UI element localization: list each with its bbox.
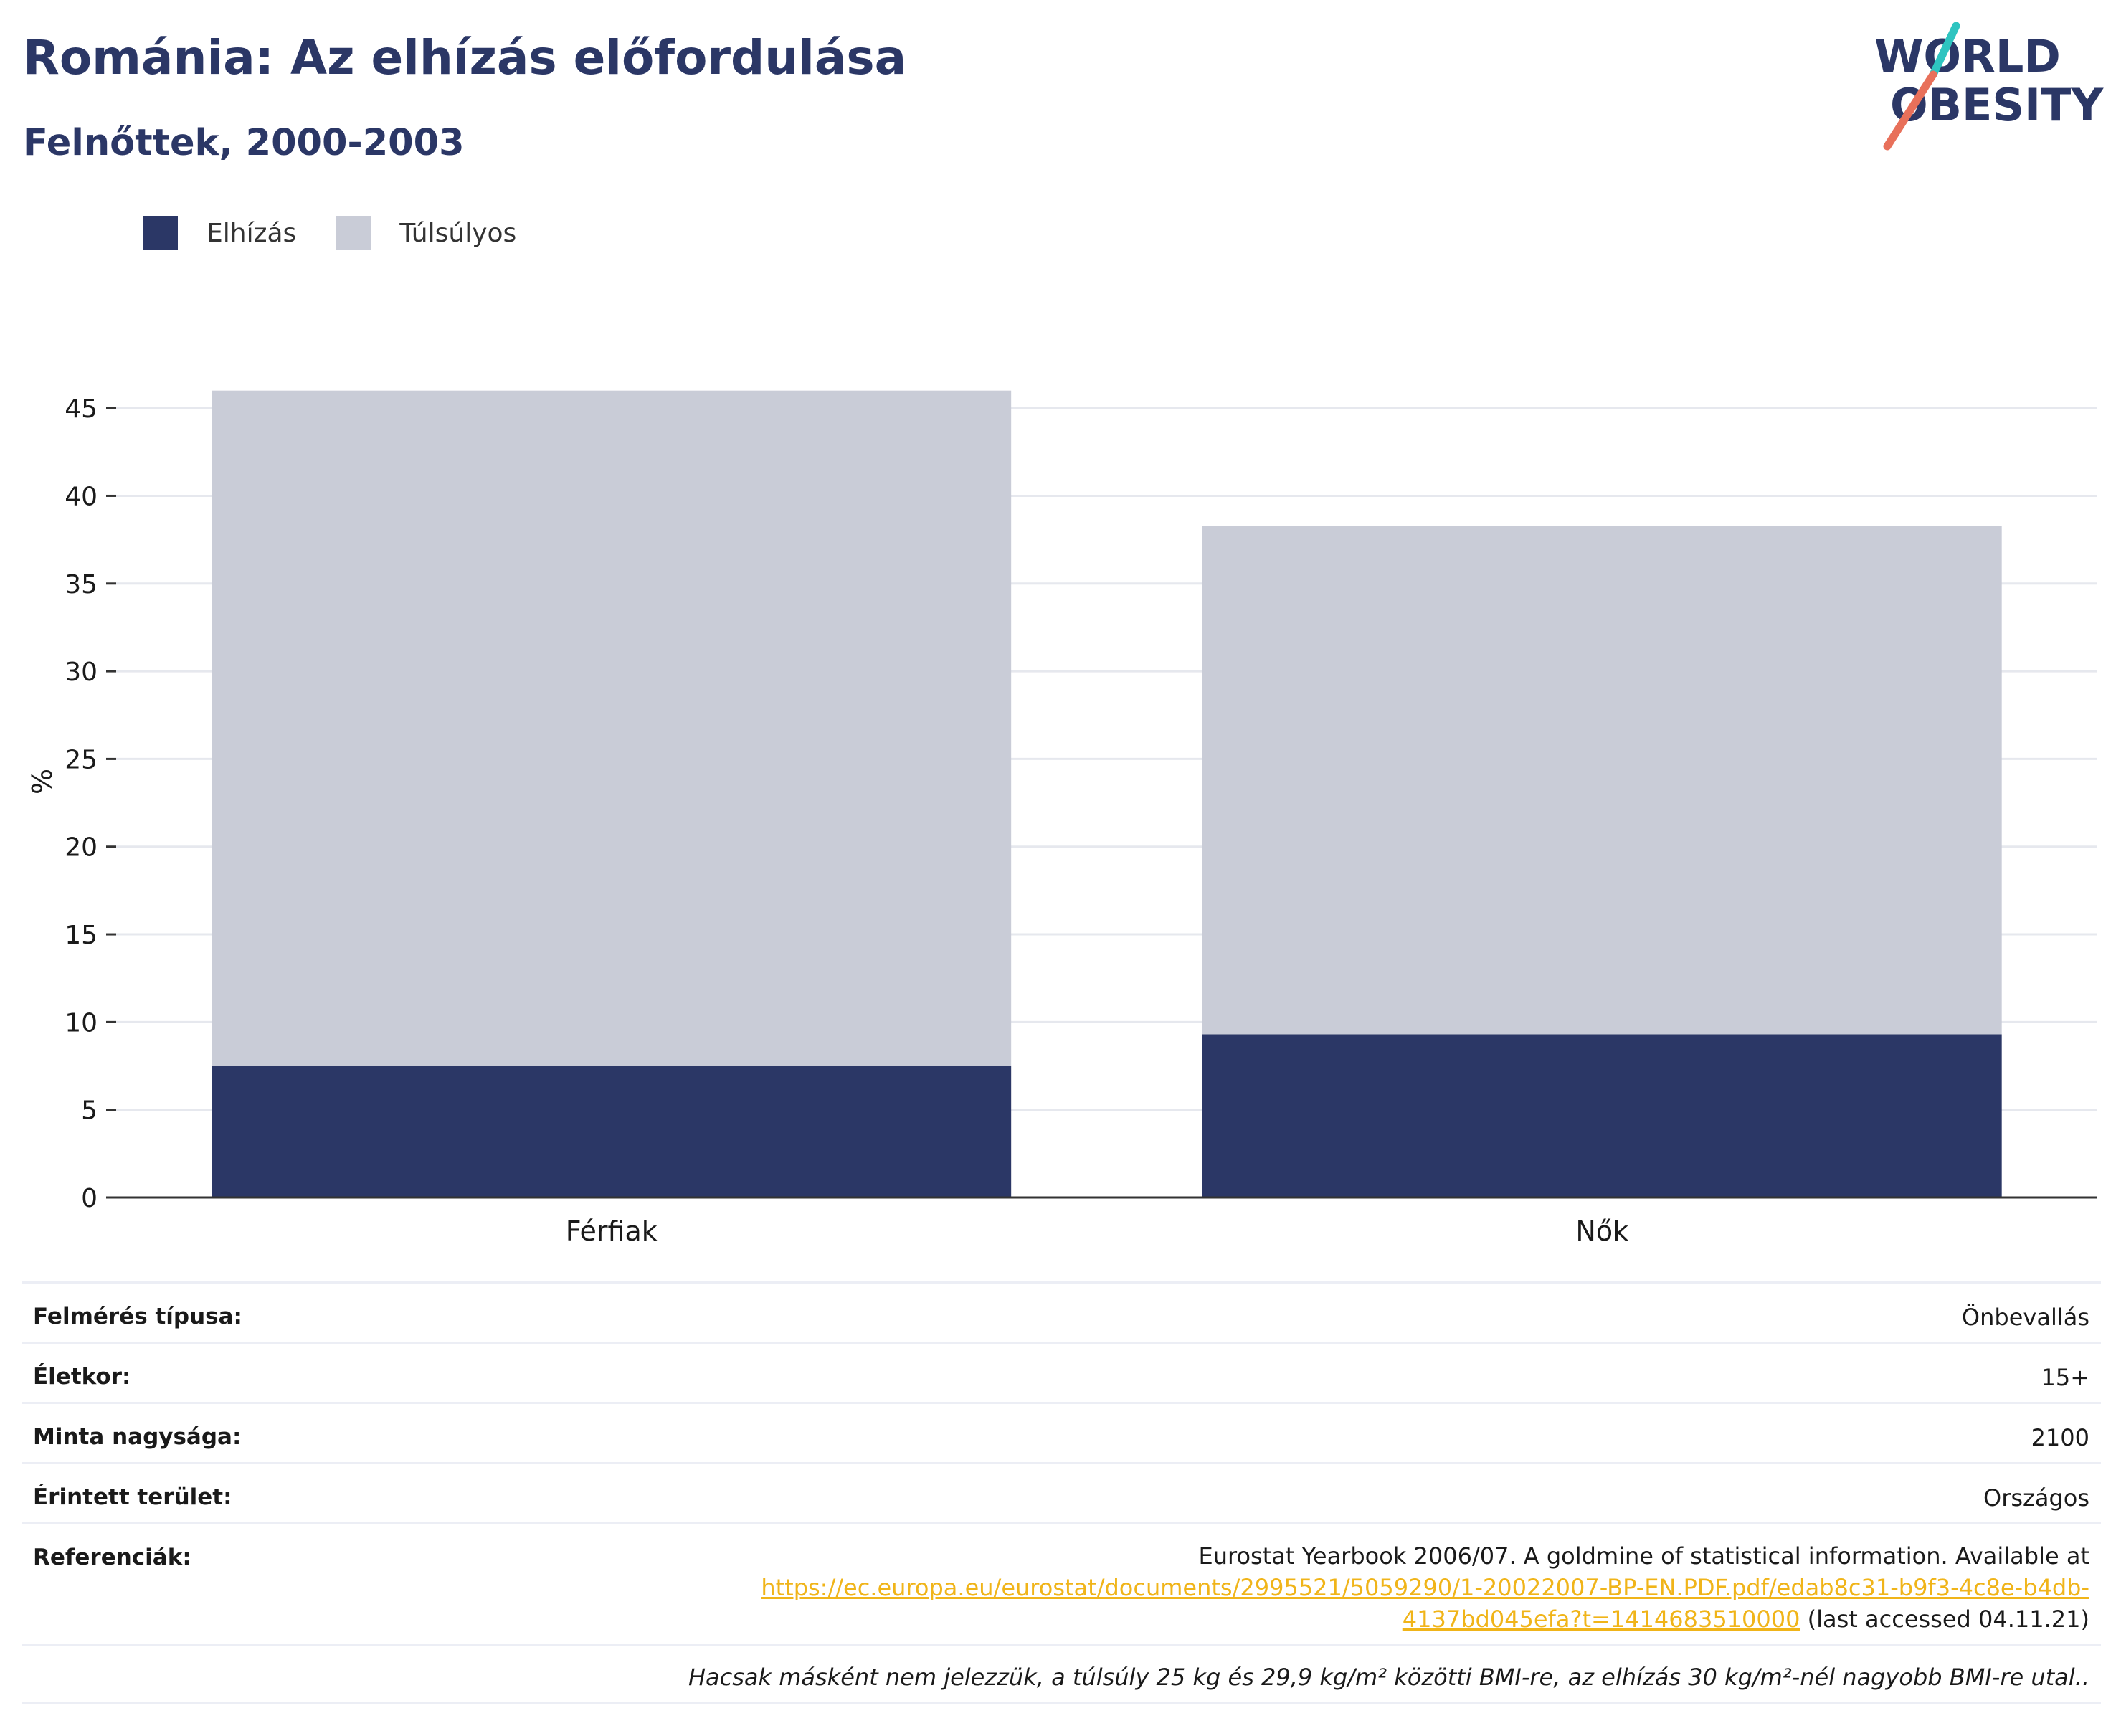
area-value: Országos: [1983, 1484, 2089, 1512]
logo-stripe-coral: [1883, 70, 1937, 151]
y-tick-label: 20: [65, 833, 98, 863]
bar-chart: 0 5 10 15 20 25 30 35 40 45 Férfiak Nők %: [27, 390, 2097, 1247]
references-link-part1[interactable]: https://ec.europa.eu/eurostat/documents/…: [761, 1574, 2089, 1601]
sample-size-label: Minta nagysága:: [33, 1424, 242, 1450]
legend-swatch-overweight: [336, 216, 371, 250]
chart-subtitle: Felnőttek, 2000-2003: [23, 122, 465, 164]
survey-type-value: Önbevallás: [1961, 1304, 2089, 1331]
x-tick-label: Férfiak: [566, 1215, 658, 1247]
y-tick-label: 15: [65, 921, 98, 950]
age-label: Életkor:: [33, 1364, 131, 1390]
y-tick-label: 45: [65, 394, 98, 424]
y-tick-label: 0: [81, 1184, 98, 1213]
bar-overweight-women[interactable]: [1202, 526, 2002, 1035]
references-link-part2[interactable]: 4137bd045efa?t=1414683510000: [1402, 1605, 1800, 1633]
sample-size-value: 2100: [2031, 1424, 2089, 1451]
y-tick-label: 40: [65, 482, 98, 511]
legend-label-overweight: Túlsúlyos: [399, 218, 517, 248]
legend-item-overweight[interactable]: Túlsúlyos: [336, 216, 516, 250]
info-row-survey-type: Felmérés típusa: Önbevallás: [22, 1281, 2101, 1342]
bar-obesity-men[interactable]: [212, 1066, 1012, 1197]
bars: [212, 390, 2002, 1197]
legend-item-obesity[interactable]: Elhízás: [143, 216, 296, 250]
info-row-sample-size: Minta nagysága: 2100: [22, 1402, 2101, 1462]
y-tick-label: 35: [65, 570, 98, 599]
world-obesity-logo: WORLD OBESITY: [1874, 22, 2104, 151]
bar-overweight-men[interactable]: [212, 390, 1012, 1066]
info-row-age: Életkor: 15+: [22, 1342, 2101, 1402]
y-tick-label: 5: [81, 1096, 98, 1126]
y-tick-label: 25: [65, 745, 98, 774]
references-value: Eurostat Yearbook 2006/07. A goldmine of…: [761, 1540, 2089, 1635]
references-label: Referenciák:: [33, 1545, 191, 1570]
y-tick-label: 30: [65, 658, 98, 687]
age-value: 15+: [2041, 1364, 2089, 1391]
x-tick-label: Nők: [1575, 1215, 1628, 1247]
y-tick-label: 10: [65, 1008, 98, 1038]
references-accessed: (last accessed 04.11.21): [1800, 1605, 2089, 1633]
legend-swatch-obesity: [143, 216, 178, 250]
references-text: Eurostat Yearbook 2006/07. A goldmine of…: [1198, 1542, 2090, 1570]
chart-title: Románia: Az elhízás előfordulása: [23, 30, 907, 85]
survey-info-table: Felmérés típusa: Önbevallás Életkor: 15+…: [22, 1281, 2101, 1704]
axes: 0 5 10 15 20 25 30 35 40 45 Férfiak Nők: [65, 394, 2097, 1247]
area-label: Érintett terület:: [33, 1484, 232, 1510]
logo-stripe-teal: [1929, 22, 1960, 79]
logo-text-world: WORLD: [1874, 30, 2061, 82]
y-axis-label: %: [27, 769, 58, 795]
survey-type-label: Felmérés típusa:: [33, 1304, 242, 1329]
legend-label-obesity: Elhízás: [207, 218, 297, 248]
info-row-area: Érintett terület: Országos: [22, 1462, 2101, 1522]
bmi-footnote: Hacsak másként nem jelezzük, a túlsúly 2…: [22, 1644, 2101, 1704]
chart-legend: Elhízás Túlsúlyos: [143, 214, 556, 252]
info-row-references: Referenciák: Eurostat Yearbook 2006/07. …: [22, 1522, 2101, 1644]
bar-obesity-women[interactable]: [1202, 1034, 2002, 1197]
